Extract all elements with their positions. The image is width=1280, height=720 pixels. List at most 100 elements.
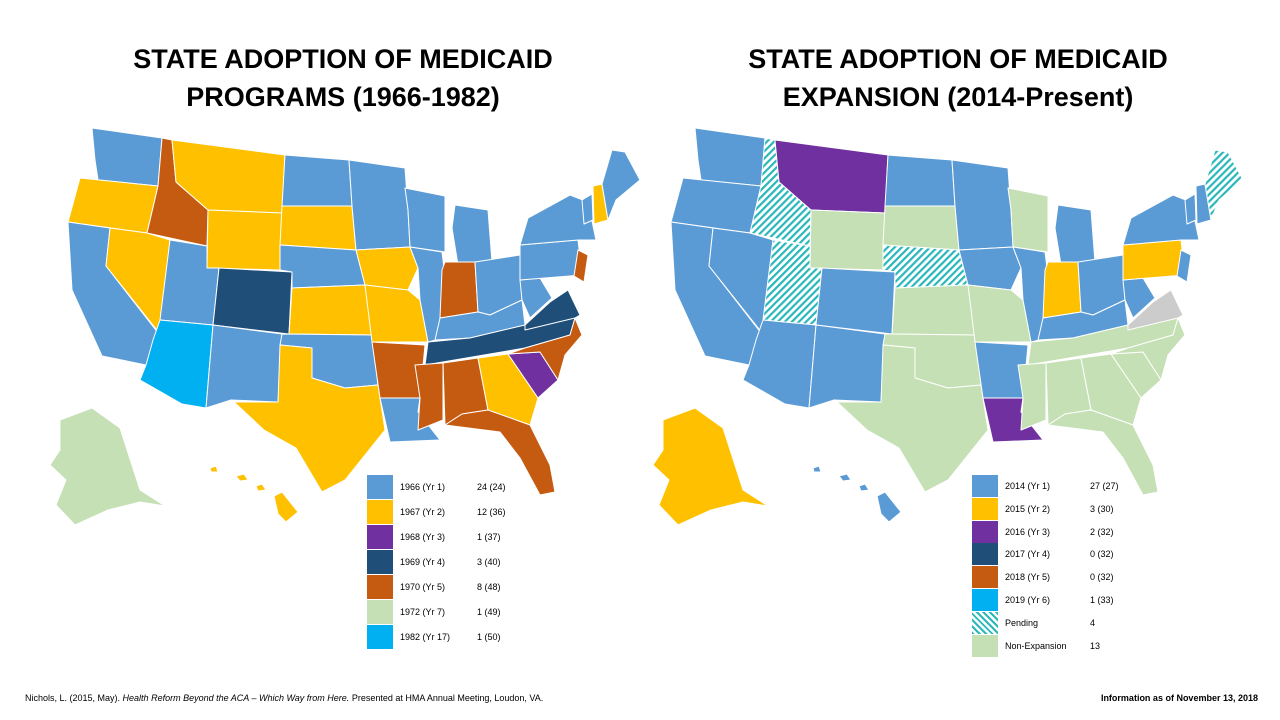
programs-state-ms bbox=[414, 362, 444, 431]
medicaid-programs-map bbox=[49, 127, 641, 526]
programs-state-wa bbox=[91, 127, 163, 187]
programs-legend-count: 8 (48) bbox=[477, 582, 501, 592]
programs-legend-row: 1966 (Yr 1) 24 (24) bbox=[367, 475, 527, 500]
expansion-legend-count: 13 bbox=[1090, 640, 1101, 651]
medicaid-expansion-map bbox=[652, 127, 1244, 526]
programs-state-ks bbox=[288, 284, 373, 336]
expansion-state-ak bbox=[652, 407, 769, 526]
programs-legend-count: 1 (50) bbox=[477, 632, 501, 642]
expansion-legend-label: 2015 (Yr 2) bbox=[1005, 503, 1051, 514]
expansion-legend-label: 2019 (Yr 6) bbox=[1005, 594, 1051, 605]
expansion-legend-label: 2018 (Yr 5) bbox=[1005, 572, 1051, 583]
expansion-state-va bbox=[1127, 289, 1184, 331]
programs-legend-swatch bbox=[367, 575, 393, 599]
programs-state-vt bbox=[581, 193, 594, 225]
programs-state-wy bbox=[206, 209, 283, 271]
programs-legend-row: 1968 (Yr 3) 1 (37) bbox=[367, 525, 527, 550]
expansion-legend-count: 1 (33) bbox=[1090, 594, 1114, 605]
expansion-legend-swatch bbox=[972, 543, 998, 566]
expansion-state-nc bbox=[1110, 317, 1186, 381]
programs-state-nm bbox=[205, 324, 283, 409]
programs-legend-label: 1982 (Yr 17) bbox=[400, 632, 451, 642]
programs-legend-count: 1 (37) bbox=[477, 532, 501, 542]
expansion-state-pa bbox=[1122, 239, 1186, 281]
expansion-state-tx bbox=[836, 344, 989, 493]
expansion-legend-swatch bbox=[972, 611, 998, 634]
expansion-legend-row: 2018 (Yr 5) 0 (32) bbox=[972, 566, 1132, 589]
programs-legend-label: 1969 (Yr 4) bbox=[400, 557, 446, 567]
expansion-state-co bbox=[815, 267, 896, 335]
expansion-state-mn bbox=[951, 159, 1014, 251]
expansion-state-ms bbox=[1017, 362, 1047, 431]
expansion-legend-label: Non-Expansion bbox=[1005, 640, 1067, 651]
programs-legend-label: 1966 (Yr 1) bbox=[400, 482, 446, 492]
citation-prefix: Nichols, L. (2015, May). bbox=[25, 693, 123, 703]
expansion-legend-swatch bbox=[972, 497, 998, 520]
programs-legend-count: 3 (40) bbox=[477, 557, 501, 567]
programs-legend-swatch bbox=[367, 625, 393, 649]
expansion-legend-swatch bbox=[972, 566, 998, 589]
expansion-legend-row: 2014 (Yr 1) 27 (27) bbox=[972, 475, 1132, 498]
expansion-legend-row: 2017 (Yr 4) 0 (32) bbox=[972, 543, 1132, 566]
expansion-state-hi bbox=[812, 465, 902, 523]
expansion-state-mi bbox=[1054, 204, 1096, 266]
expansion-legend-label: 2017 (Yr 4) bbox=[1005, 549, 1051, 560]
expansion-legend-count: 3 (30) bbox=[1090, 503, 1114, 514]
expansion-legend-swatch bbox=[972, 634, 998, 657]
programs-state-sd bbox=[279, 205, 357, 251]
expansion-state-fl bbox=[1047, 409, 1159, 496]
programs-state-ia bbox=[355, 246, 419, 291]
programs-legend-label: 1967 (Yr 2) bbox=[400, 507, 446, 517]
expansion-state-ne bbox=[882, 244, 969, 289]
expansion-state-nj bbox=[1176, 249, 1192, 283]
programs-legend-swatch bbox=[367, 475, 393, 499]
programs-state-fl bbox=[444, 409, 556, 496]
programs-state-in bbox=[439, 261, 479, 319]
programs-legend-count: 24 (24) bbox=[477, 482, 506, 492]
expansion-state-wi bbox=[1007, 187, 1049, 253]
citation-title: Health Reform Beyond the ACA – Which Way… bbox=[122, 693, 350, 703]
expansion-state-sd bbox=[882, 205, 960, 251]
expansion-state-wa bbox=[694, 127, 766, 187]
expansion-state-nm bbox=[808, 324, 886, 409]
expansion-legend-swatch bbox=[972, 520, 998, 543]
left-map-title: STATE ADOPTION OF MEDICAID PROGRAMS (196… bbox=[133, 44, 553, 112]
programs-state-nd bbox=[281, 154, 353, 207]
programs-state-nc bbox=[507, 317, 583, 381]
expansion-legend-count: 27 (27) bbox=[1090, 481, 1119, 491]
programs-legend-row: 1969 (Yr 4) 3 (40) bbox=[367, 550, 527, 575]
expansion-legend-label: 2014 (Yr 1) bbox=[1005, 481, 1051, 491]
expansion-legend-label: Pending bbox=[1005, 617, 1039, 628]
programs-legend-swatch bbox=[367, 600, 393, 624]
programs-state-il bbox=[409, 246, 449, 343]
expansion-legend-count: 2 (32) bbox=[1090, 526, 1114, 537]
programs-legend-row: 1970 (Yr 5) 8 (48) bbox=[367, 575, 527, 600]
programs-legend-swatch bbox=[367, 500, 393, 524]
programs-legend-label: 1972 (Yr 7) bbox=[400, 607, 446, 617]
programs-state-ny bbox=[519, 194, 597, 246]
programs-state-mn bbox=[348, 159, 411, 251]
expansion-state-nd bbox=[884, 154, 956, 207]
expansion-legend-swatch bbox=[972, 588, 998, 611]
programs-legend-label: 1970 (Yr 5) bbox=[400, 582, 446, 592]
citation: Nichols, L. (2015, May). Health Reform B… bbox=[25, 693, 543, 703]
expansion-legend-count: 0 (32) bbox=[1090, 572, 1114, 583]
programs-state-mo bbox=[364, 284, 429, 343]
expansion-legend-count: 0 (32) bbox=[1090, 549, 1114, 560]
expansion-legend-count: 4 bbox=[1090, 617, 1096, 628]
information-date: Information as of November 13, 2018 bbox=[1100, 693, 1258, 703]
expansion-state-ia bbox=[958, 246, 1022, 291]
programs-legend-label: 1968 (Yr 3) bbox=[400, 532, 446, 542]
programs-legend-count: 12 (36) bbox=[477, 507, 506, 517]
expansion-state-ks bbox=[891, 284, 976, 336]
expansion-legend-row: 2015 (Yr 2) 3 (30) bbox=[972, 497, 1132, 521]
right-map-legend: 2014 (Yr 1) 27 (27) 2015 (Yr 2) 3 (30) 2016 … bbox=[972, 475, 1132, 657]
expansion-legend-row: 2016 (Yr 3) 2 (32) bbox=[972, 520, 1132, 544]
programs-legend-swatch bbox=[367, 550, 393, 574]
expansion-legend-row: Non-Expansion 13 bbox=[972, 634, 1132, 658]
expansion-state-vt bbox=[1184, 193, 1197, 225]
right-map-title: STATE ADOPTION OF MEDICAID EXPANSION (20… bbox=[748, 44, 1168, 112]
left-map-legend: 1966 (Yr 1) 24 (24) 1967 (Yr 2) 12 (36) 1968… bbox=[367, 475, 527, 650]
programs-state-mi bbox=[451, 204, 493, 266]
